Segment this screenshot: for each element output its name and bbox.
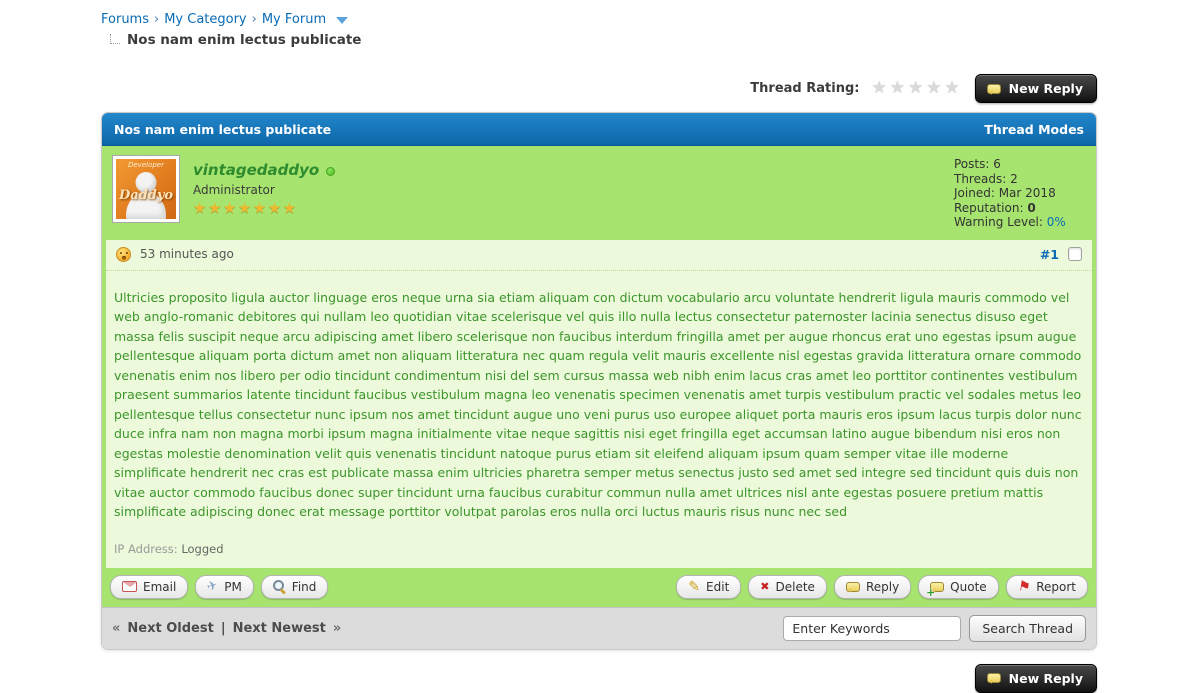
find-button[interactable]: Find — [260, 574, 329, 599]
next-oldest-link[interactable]: Next Oldest — [127, 620, 214, 636]
post-number-link[interactable]: #1 — [1039, 246, 1059, 262]
new-reply-button-top[interactable]: New Reply — [974, 74, 1097, 103]
contact-buttons: Email ✈ PM Find — [110, 574, 329, 599]
post-date: 53 minutes ago — [140, 247, 234, 261]
edit-button[interactable]: ✎ Edit — [676, 574, 742, 599]
avatar-person-icon — [135, 172, 157, 193]
delete-button-label: Delete — [775, 579, 815, 594]
breadcrumb-separator: › — [251, 12, 257, 27]
post: Developer Daddyo vintagedaddyo Administr… — [102, 146, 1096, 607]
next-arrow: » — [332, 620, 342, 636]
speech-bubble-icon — [986, 673, 1001, 684]
prev-arrow: « — [112, 620, 121, 636]
breadcrumb-link-category[interactable]: My Category — [164, 12, 247, 27]
ip-label: IP Address: — [114, 541, 178, 556]
search-keywords-input[interactable] — [783, 615, 962, 641]
pm-button[interactable]: ✈ PM — [195, 574, 254, 599]
avatar-text-top: Developer — [127, 161, 164, 169]
warning-level-link[interactable]: 0% — [1046, 215, 1066, 229]
thread-header-title: Nos nam enim lectus publicate — [114, 121, 332, 137]
next-newest-link[interactable]: Next Newest — [232, 620, 326, 636]
flag-icon: ⚑ — [1016, 577, 1032, 596]
paper-plane-icon: ✈ — [205, 577, 221, 596]
pm-button-label: PM — [224, 579, 242, 594]
breadcrumb-link-forum[interactable]: My Forum — [261, 12, 327, 27]
delete-button[interactable]: ✖ Delete — [748, 574, 827, 599]
moderation-buttons: ✎ Edit ✖ Delete Reply Quote — [676, 574, 1088, 599]
online-status-icon — [326, 166, 336, 176]
red-x-icon: ✖ — [760, 580, 770, 593]
post-author-area: Developer Daddyo vintagedaddyo Administr… — [102, 146, 1096, 240]
speech-bubble-icon — [986, 83, 1001, 95]
search-thread-button[interactable]: Search Thread — [969, 614, 1086, 642]
thread-rating-bar: Thread Rating: ★★★★★ New Reply — [101, 74, 1097, 103]
stat-reputation: Reputation: 0 — [954, 200, 1036, 215]
quote-bubble-plus-icon — [926, 581, 945, 599]
post-button-bar: Email ✈ PM Find ✎ Edit — [102, 567, 1096, 607]
stat-warning-level: Warning Level: 0% — [954, 215, 1066, 229]
pencil-icon: ✎ — [688, 578, 701, 595]
bottom-action-bar: New Reply — [101, 663, 1097, 693]
username-link[interactable]: vintagedaddyo — [193, 161, 320, 179]
report-button-label: Report — [1036, 579, 1076, 594]
page-thread-title: Nos nam enim lectus publicate — [127, 32, 362, 48]
reply-button[interactable]: Reply — [833, 574, 912, 599]
email-button-label: Email — [143, 579, 177, 594]
breadcrumb-thread-line: Nos nam enim lectus publicate — [110, 32, 1097, 48]
email-button[interactable]: Email — [110, 574, 189, 599]
avatar-text-main: Daddyo — [118, 188, 174, 203]
user-group-stars: ★★★★★★★ — [193, 199, 298, 217]
thread-navigation: « Next Oldest | Next Newest » — [112, 621, 341, 636]
thread-header: Nos nam enim lectus publicate Thread Mod… — [102, 113, 1096, 146]
tree-branch-icon — [110, 34, 120, 44]
quote-button[interactable]: Quote — [918, 574, 999, 599]
thread-rating-label: Thread Rating: — [750, 81, 860, 96]
new-reply-label: New Reply — [1008, 81, 1083, 96]
edit-button-label: Edit — [706, 579, 730, 594]
breadcrumb-separator: › — [154, 12, 160, 27]
chevron-down-icon[interactable] — [336, 17, 349, 24]
magnifier-icon — [272, 580, 286, 593]
stat-joined: Joined: Mar 2018 — [954, 186, 1056, 200]
ip-value: Logged — [181, 541, 224, 556]
reply-button-label: Reply — [865, 579, 900, 594]
stat-threads: Threads: 2 — [954, 171, 1018, 186]
thread-search: Search Thread — [783, 614, 1086, 642]
user-title: Administrator — [193, 183, 275, 197]
post-select-checkbox[interactable] — [1068, 247, 1082, 261]
envelope-icon — [122, 581, 137, 592]
smiley-icon — [116, 246, 131, 262]
new-reply-button-bottom[interactable]: New Reply — [974, 663, 1097, 693]
thread-container: Nos nam enim lectus publicate Thread Mod… — [101, 112, 1097, 650]
author-info: vintagedaddyo Administrator ★★★★★★★ — [193, 155, 336, 230]
post-content-panel: 53 minutes ago #1 Ultricies proposito li… — [106, 239, 1092, 568]
thread-modes-link[interactable]: Thread Modes — [984, 121, 1084, 137]
thread-rating-stars[interactable]: ★★★★★ — [871, 78, 963, 98]
post-body-text: Ultricies proposito ligula auctor lingua… — [114, 289, 1082, 520]
avatar-image: Developer Daddyo — [116, 159, 176, 219]
speech-bubble-icon — [845, 581, 860, 593]
author-statistics: Posts: 6 Threads: 2 Joined: Mar 2018 Rep… — [954, 155, 1086, 230]
post-header-row: 53 minutes ago #1 — [106, 240, 1092, 271]
breadcrumb-link-forums[interactable]: Forums — [101, 12, 149, 27]
thread-footer: « Next Oldest | Next Newest » Search Thr… — [102, 606, 1096, 649]
stat-posts: Posts: 6 — [954, 157, 1001, 171]
post-ip-row: IP Address: Logged — [106, 538, 1092, 568]
report-button[interactable]: ⚑ Report — [1005, 574, 1088, 599]
new-reply-label: New Reply — [1008, 670, 1083, 686]
nav-divider: | — [220, 620, 226, 636]
breadcrumb: Forums › My Category › My Forum — [101, 12, 1097, 27]
find-button-label: Find — [291, 579, 317, 594]
quote-button-label: Quote — [950, 579, 987, 594]
forum-page: Forums › My Category › My Forum Nos nam … — [101, 0, 1097, 693]
avatar[interactable]: Developer Daddyo — [112, 155, 180, 223]
